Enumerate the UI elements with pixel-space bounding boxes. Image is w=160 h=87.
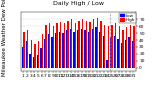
Bar: [73, 32, 75, 68]
Bar: [60, 22, 61, 68]
Bar: [117, 39, 119, 68]
Bar: [122, 30, 124, 68]
Bar: [55, 33, 56, 68]
Bar: [77, 30, 78, 68]
Bar: [100, 21, 102, 68]
Bar: [64, 23, 65, 68]
Bar: [110, 37, 111, 68]
Bar: [126, 27, 128, 68]
Bar: [111, 25, 113, 68]
Text: Daily High / Low: Daily High / Low: [53, 1, 104, 6]
Bar: [27, 30, 28, 68]
Bar: [56, 23, 58, 68]
Bar: [82, 19, 84, 68]
Bar: [128, 37, 130, 68]
Bar: [34, 44, 36, 68]
Legend: Low, High: Low, High: [119, 13, 136, 23]
Bar: [115, 23, 116, 68]
Bar: [38, 41, 39, 68]
Bar: [93, 19, 94, 68]
Bar: [81, 29, 82, 68]
Text: Milwaukee Weather Dew Point: Milwaukee Weather Dew Point: [2, 0, 7, 76]
Bar: [84, 30, 86, 68]
Bar: [51, 37, 53, 68]
Bar: [114, 36, 115, 68]
Bar: [119, 26, 120, 68]
Bar: [71, 19, 72, 68]
Bar: [45, 25, 47, 68]
Bar: [133, 26, 135, 68]
Bar: [86, 21, 87, 68]
Bar: [108, 26, 109, 68]
Bar: [125, 40, 126, 68]
Bar: [104, 25, 105, 68]
Bar: [95, 27, 97, 68]
Bar: [53, 26, 54, 68]
Bar: [49, 23, 50, 68]
Bar: [130, 25, 131, 68]
Bar: [67, 21, 69, 68]
Bar: [44, 39, 45, 68]
Bar: [31, 40, 32, 68]
Bar: [22, 47, 23, 68]
Bar: [33, 57, 34, 68]
Bar: [29, 54, 31, 68]
Bar: [62, 33, 64, 68]
Bar: [132, 41, 133, 68]
Bar: [37, 55, 38, 68]
Bar: [99, 32, 100, 68]
Bar: [78, 21, 80, 68]
Bar: [121, 43, 122, 68]
Bar: [66, 30, 67, 68]
Bar: [26, 41, 27, 68]
Bar: [88, 32, 89, 68]
Bar: [75, 23, 76, 68]
Bar: [106, 60, 108, 68]
Bar: [23, 32, 25, 68]
Bar: [42, 34, 43, 68]
Bar: [97, 18, 98, 68]
Bar: [89, 22, 91, 68]
Bar: [103, 36, 104, 68]
Bar: [92, 29, 93, 68]
Bar: [48, 34, 49, 68]
Bar: [40, 48, 42, 68]
Bar: [59, 32, 60, 68]
Bar: [70, 29, 71, 68]
